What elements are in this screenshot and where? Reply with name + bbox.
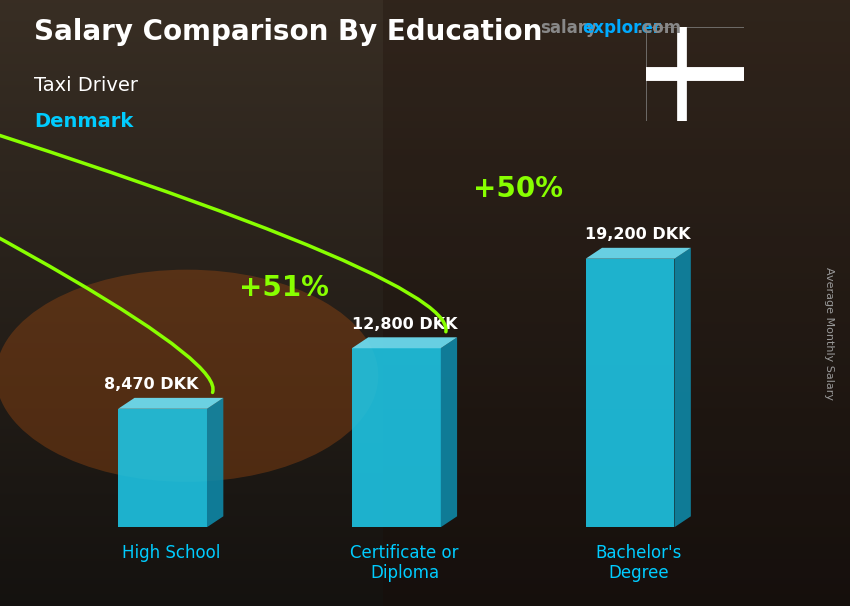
Text: High School: High School [122,544,220,562]
Text: salary: salary [540,19,597,38]
Polygon shape [352,338,457,348]
Polygon shape [352,348,440,527]
Polygon shape [586,248,691,259]
Text: .com: .com [636,19,681,38]
Polygon shape [440,338,457,527]
Text: +50%: +50% [473,175,563,203]
Text: 19,200 DKK: 19,200 DKK [586,227,691,242]
Text: Average Monthly Salary: Average Monthly Salary [824,267,834,400]
Polygon shape [586,259,674,527]
Text: Denmark: Denmark [34,112,133,131]
Text: +51%: +51% [239,275,329,302]
Polygon shape [118,409,207,527]
Polygon shape [207,398,224,527]
Polygon shape [674,248,691,527]
Text: Salary Comparison By Education: Salary Comparison By Education [34,18,542,46]
Text: Taxi Driver: Taxi Driver [34,76,138,95]
Ellipse shape [0,270,378,482]
Text: 12,800 DKK: 12,800 DKK [352,317,457,332]
Text: Bachelor's
Degree: Bachelor's Degree [595,544,682,582]
Polygon shape [382,0,850,606]
Polygon shape [118,398,224,409]
Text: explorer: explorer [582,19,661,38]
Text: 8,470 DKK: 8,470 DKK [104,378,198,393]
Text: Certificate or
Diploma: Certificate or Diploma [350,544,459,582]
